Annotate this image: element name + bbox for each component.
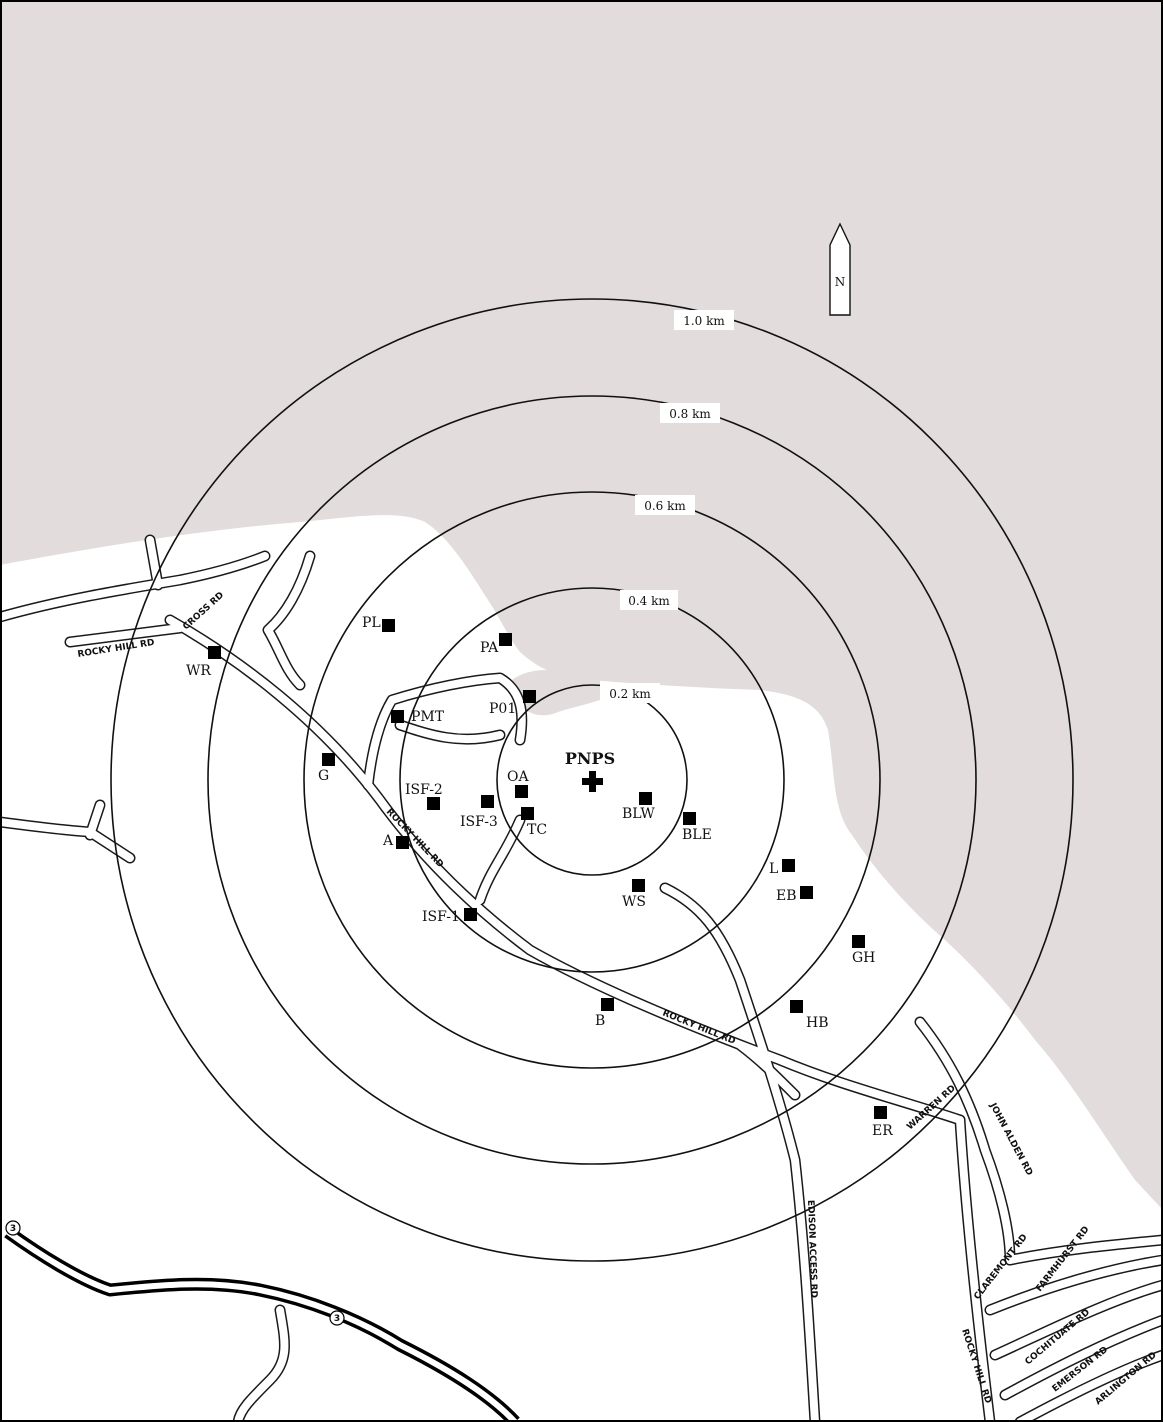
ring-label-0-8km: 0.8 km — [660, 403, 720, 423]
road-label-edison: EDISON ACCESS RD — [805, 1200, 818, 1298]
svg-text:TC: TC — [527, 822, 547, 838]
station-isf-1: ISF-1 — [422, 908, 477, 925]
station-gh: GH — [852, 935, 875, 966]
svg-text:3: 3 — [10, 1224, 16, 1234]
svg-text:B: B — [595, 1013, 605, 1029]
reactor-center: PNPS — [565, 749, 615, 792]
svg-text:ISF-2: ISF-2 — [405, 782, 443, 798]
station-wr: WR — [186, 646, 221, 679]
ring-label-0-2km: 0.2 km — [600, 683, 660, 703]
svg-text:GH: GH — [852, 950, 875, 966]
ring-0-6km — [303, 491, 881, 1069]
svg-text:PNPS: PNPS — [565, 749, 615, 768]
station-eb: EB — [776, 886, 813, 904]
station-pmt: PMT — [391, 709, 445, 725]
ring-0-8km — [207, 395, 977, 1165]
svg-text:BLE: BLE — [682, 827, 712, 843]
ring-label-0-4km: 0.4 km — [620, 590, 678, 610]
station-pa: PA — [480, 633, 512, 656]
svg-text:P01: P01 — [489, 701, 516, 717]
station-pl: PL — [362, 615, 395, 632]
svg-text:A: A — [382, 833, 394, 849]
station-p01: P01 — [489, 690, 536, 717]
station-tc: TC — [521, 807, 547, 838]
svg-text:PA: PA — [480, 640, 499, 656]
svg-text:G: G — [318, 768, 329, 784]
svg-text:3: 3 — [334, 1314, 340, 1324]
station-isf-3: ISF-3 — [460, 795, 498, 830]
ring-0-2km — [496, 684, 688, 876]
svg-text:OA: OA — [507, 769, 529, 785]
svg-text:BLW: BLW — [622, 806, 655, 822]
station-b: B — [595, 998, 614, 1029]
north-arrow: N — [829, 222, 851, 316]
svg-text:EB: EB — [776, 888, 797, 904]
road-network-inner — [0, 536, 1163, 1422]
svg-text:HB: HB — [806, 1015, 829, 1031]
svg-text:WR: WR — [186, 663, 211, 679]
station-ble: BLE — [682, 812, 712, 843]
svg-text:1.0 km: 1.0 km — [683, 314, 725, 328]
station-ws: WS — [622, 879, 646, 910]
station-l: L — [769, 859, 795, 877]
svg-text:L: L — [769, 861, 778, 877]
ring-0-4km — [399, 587, 785, 973]
station-g: G — [318, 753, 335, 784]
svg-text:0.8 km: 0.8 km — [669, 407, 711, 421]
land-area — [0, 515, 1163, 1422]
ring-1-0km — [110, 298, 1074, 1262]
reactor-cross-icon — [582, 771, 603, 792]
svg-text:0.4 km: 0.4 km — [628, 594, 670, 608]
svg-text:PL: PL — [362, 615, 381, 631]
ring-label-0-6km: 0.6 km — [635, 495, 695, 515]
svg-text:ISF-1: ISF-1 — [422, 909, 460, 925]
route-shield-west: 3 — [5, 1220, 21, 1236]
route-shield-center: 3 — [329, 1310, 345, 1326]
station-hb: HB — [790, 1000, 829, 1031]
svg-text:N: N — [835, 275, 846, 289]
svg-text:WS: WS — [622, 894, 646, 910]
svg-text:0.6 km: 0.6 km — [644, 499, 686, 513]
station-a: A — [382, 833, 409, 849]
svg-text:ISF-3: ISF-3 — [460, 814, 498, 830]
route-3-highway-inner — [6, 1229, 518, 1422]
station-isf-2: ISF-2 — [405, 782, 443, 810]
station-oa: OA — [507, 769, 529, 798]
station-blw: BLW — [622, 792, 655, 822]
distance-rings — [110, 298, 1074, 1262]
ring-label-1-0km: 1.0 km — [674, 310, 734, 330]
north-arrow-icon — [829, 222, 851, 316]
station-er: ER — [872, 1106, 893, 1139]
svg-text:0.2 km: 0.2 km — [609, 687, 651, 701]
svg-text:PMT: PMT — [411, 709, 445, 725]
svg-text:ER: ER — [872, 1123, 893, 1139]
